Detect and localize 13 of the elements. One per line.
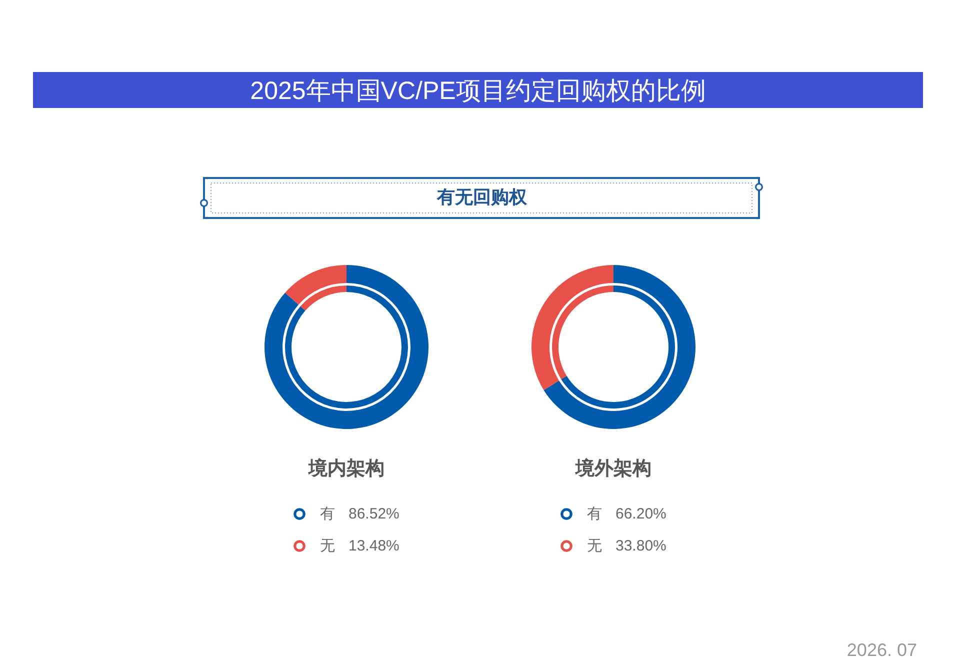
data-label: 66.20% [616, 506, 666, 522]
annotation: 2026. 07 [846, 640, 917, 660]
data-label: 86.52% [348, 506, 400, 522]
legend-label: 无 [587, 538, 602, 554]
subtitle: 有无回购权 [437, 187, 527, 207]
chart-title: 2025年中国VC/PE项目约定回购权的比例 [250, 77, 706, 105]
data-label: 13.48% [348, 538, 400, 554]
data-label: 33.80% [616, 538, 666, 554]
panel-label: 境内架构 [308, 458, 384, 480]
panel-label: 境外架构 [576, 458, 652, 480]
legend-label: 有 [587, 506, 602, 522]
legend-label: 无 [320, 538, 335, 554]
legend-label: 有 [320, 506, 335, 522]
